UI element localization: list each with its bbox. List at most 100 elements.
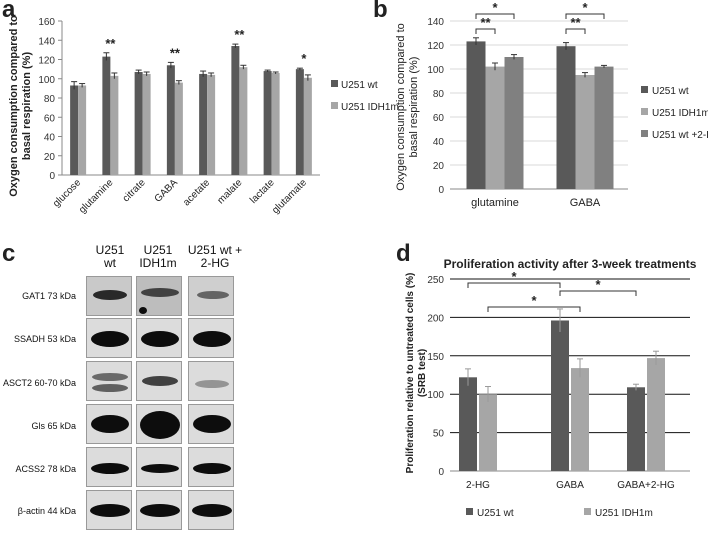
legend-swatch (584, 508, 591, 515)
blot-image (86, 318, 132, 358)
blot-image (136, 404, 182, 444)
bar (174, 82, 183, 175)
bar (303, 77, 312, 175)
bar (575, 75, 595, 189)
blot-image (86, 404, 132, 444)
panel-letter-c: c (2, 240, 16, 267)
significance-bracket (475, 13, 515, 19)
significance-label: * (301, 51, 307, 66)
legend-label: U251 IDH1m (652, 108, 708, 119)
y-tick-label: 60 (433, 113, 445, 124)
significance-bracket (565, 13, 605, 19)
bar (551, 320, 569, 471)
y-tick-label: 140 (427, 17, 444, 28)
blot-image (86, 276, 132, 316)
y-tick-label: 120 (38, 56, 55, 67)
blot-lane-label: U251 wt + 2-HG (187, 243, 243, 270)
significance-label: ** (570, 15, 581, 30)
bar (199, 73, 208, 175)
blot-image (188, 361, 234, 401)
x-tick-label: glutamine (77, 177, 116, 216)
y-tick-label: 140 (38, 36, 55, 47)
bar (263, 71, 272, 175)
y-tick-label: 0 (438, 467, 444, 478)
blot-row-label: GAT1 73 kDa (22, 291, 76, 301)
bar (627, 387, 645, 471)
y-tick-label: 40 (44, 133, 56, 144)
legend-swatch (641, 108, 648, 115)
significance-bracket (467, 282, 561, 288)
y-tick-label: 250 (427, 275, 444, 286)
y-tick-label: 80 (433, 89, 445, 100)
bar (166, 65, 175, 175)
bar (571, 368, 589, 471)
significance-label: ** (170, 45, 181, 60)
blot-image (136, 318, 182, 358)
y-tick-label: 100 (38, 75, 55, 86)
x-tick-label: citrate (121, 177, 148, 204)
x-tick-label: 2-HG (466, 480, 490, 491)
legend-label: U251 IDH1m (595, 508, 653, 519)
y-axis-label: Oxygen consumption compared tobasal resp… (395, 23, 420, 191)
x-tick-label: GABA (153, 177, 181, 205)
significance-bracket (565, 28, 586, 34)
y-tick-label: 20 (433, 161, 445, 172)
bar (647, 358, 665, 471)
significance-bracket (559, 290, 637, 296)
legend-label: U251 wt (652, 86, 689, 97)
blot-image (136, 447, 182, 487)
y-tick-label: 0 (438, 185, 444, 196)
x-tick-label: glutamate (270, 177, 309, 216)
y-tick-label: 100 (427, 390, 444, 401)
legend-label: U251 wt (477, 508, 514, 519)
y-tick-label: 0 (49, 171, 55, 182)
x-tick-label: malate (215, 177, 244, 206)
y-tick-label: 200 (427, 313, 444, 324)
legend-swatch (331, 80, 338, 87)
significance-label: * (582, 0, 588, 15)
legend-swatch (641, 86, 648, 93)
blot-image (188, 404, 234, 444)
blot-image (188, 318, 234, 358)
bar (102, 56, 111, 175)
blot-image (86, 361, 132, 401)
bar (142, 73, 151, 175)
significance-label: * (531, 293, 537, 308)
bar (239, 67, 248, 175)
significance-bracket (475, 28, 496, 34)
bar (504, 57, 524, 189)
bar (231, 46, 240, 176)
x-tick-label: GABA (556, 480, 584, 491)
panel-letter-d: d (396, 240, 411, 267)
x-tick-label: glucose (51, 177, 83, 209)
blot-row-label: β-actin 44 kDa (17, 506, 76, 516)
x-tick-label: acetate (181, 177, 212, 208)
blot-image (136, 276, 182, 316)
significance-bracket (487, 306, 581, 312)
bar (78, 85, 87, 175)
bar (271, 72, 280, 175)
bar (295, 69, 304, 175)
blot-image (188, 276, 234, 316)
y-tick-label: 50 (433, 429, 445, 440)
y-axis-label: Proliferation relative to untreated cell… (405, 273, 428, 474)
y-axis-label: Oxygen consumption compared tobasal resp… (8, 15, 33, 197)
panel-letter-b: b (373, 0, 388, 23)
bar (134, 72, 143, 175)
legend-label: U251 wt (341, 80, 378, 91)
y-tick-label: 60 (44, 113, 56, 124)
blot-row-label: Gls 65 kDa (31, 421, 76, 431)
bar (70, 85, 79, 175)
blot-row-label: ASCT2 60-70 kDa (2, 378, 76, 388)
blot-row-label: SSADH 53 kDa (13, 334, 76, 344)
bar (459, 377, 477, 471)
significance-label: ** (234, 27, 245, 42)
blot-image (86, 447, 132, 487)
bar (485, 66, 505, 189)
x-tick-label: GABA+2-HG (617, 480, 675, 491)
blot-lane-label: U251 IDH1m (139, 243, 177, 270)
legend-swatch (466, 508, 473, 515)
blot-image (188, 490, 234, 530)
y-tick-label: 160 (38, 17, 55, 28)
